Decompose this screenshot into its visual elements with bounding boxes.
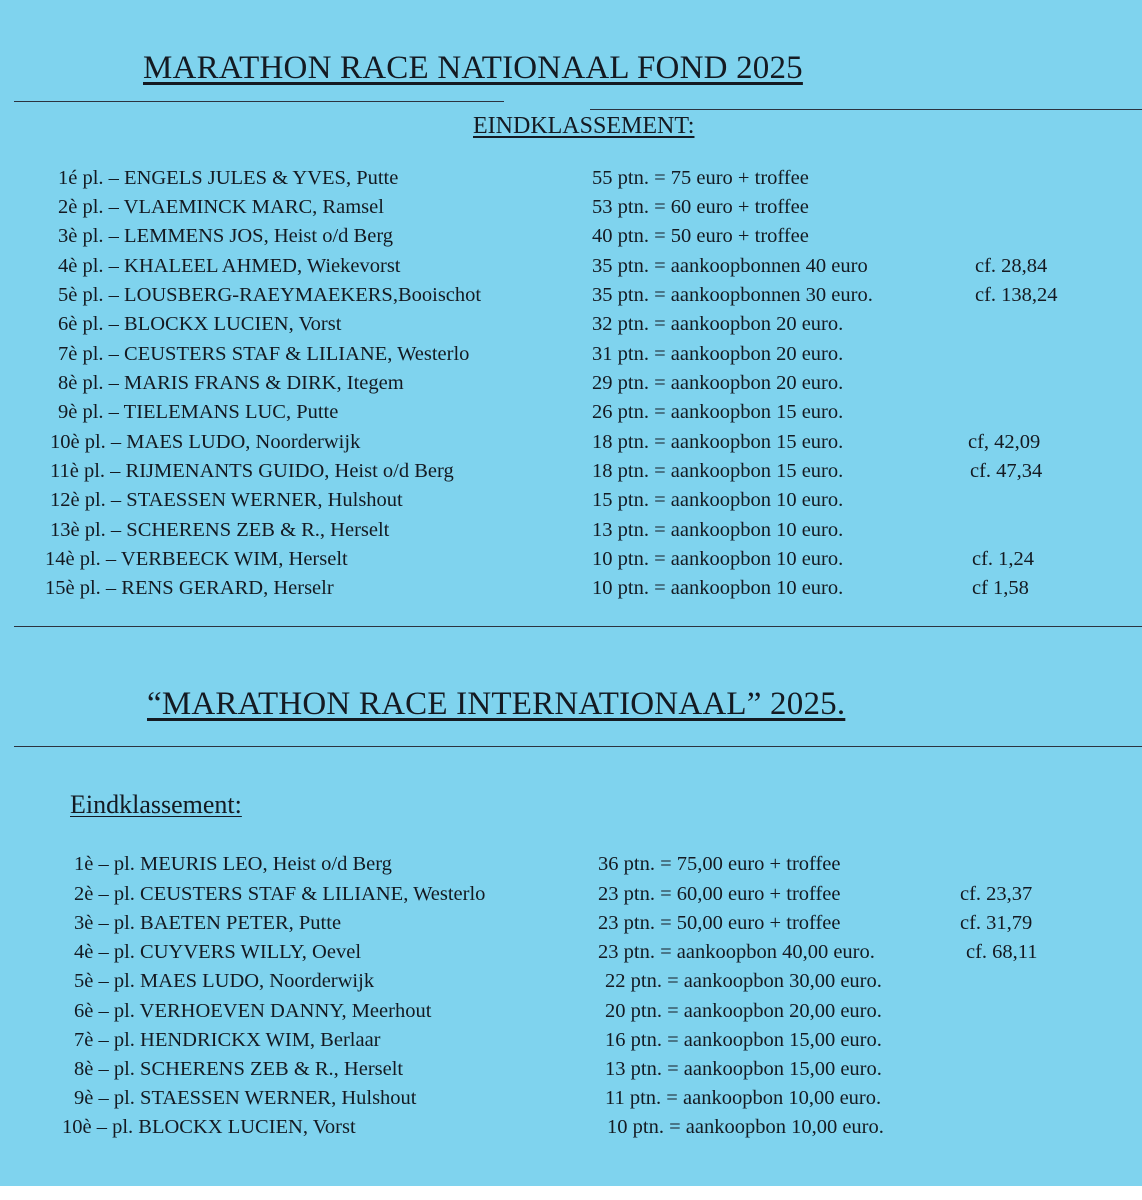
scan-bottom-edge [0, 1186, 1142, 1200]
ranking-row: 9è – pl. STAESSEN WERNER, Hulshout 11 pt… [0, 1087, 1142, 1116]
points-prize: 36 ptn. = 75,00 euro + troffee [598, 853, 841, 875]
points-prize: 13 ptn. = aankoopbon 15,00 euro. [605, 1058, 882, 1080]
place-name: 7è pl. – CEUSTERS STAF & LILIANE, Wester… [58, 343, 470, 365]
cf-value: cf. 23,37 [960, 883, 1033, 905]
place-name: 2è – pl. CEUSTERS STAF & LILIANE, Wester… [74, 883, 486, 905]
place-name: 10è – pl. BLOCKX LUCIEN, Vorst [62, 1116, 356, 1138]
ranking-row: 10è pl. – MAES LUDO, Noorderwijk 18 ptn.… [0, 431, 1142, 460]
ranking-row: 5è – pl. MAES LUDO, Noorderwijk 22 ptn. … [0, 970, 1142, 999]
points-prize: 20 ptn. = aankoopbon 20,00 euro. [605, 1000, 882, 1022]
ranking-row: 6è pl. – BLOCKX LUCIEN, Vorst 32 ptn. = … [0, 313, 1142, 342]
points-prize: 15 ptn. = aankoopbon 10 euro. [592, 489, 844, 511]
ranking-row: 15è pl. – RENS GERARD, Herselr 10 ptn. =… [0, 577, 1142, 606]
place-name: 11è pl. – RIJMENANTS GUIDO, Heist o/d Be… [50, 460, 454, 482]
points-prize: 32 ptn. = aankoopbon 20 euro. [592, 313, 844, 335]
section1-title: MARATHON RACE NATIONAAL FOND 2025 [143, 50, 803, 86]
cf-value: cf. 28,84 [975, 255, 1048, 277]
points-prize: 10 ptn. = aankoopbon 10 euro. [592, 577, 844, 599]
place-name: 12è pl. – STAESSEN WERNER, Hulshout [50, 489, 403, 511]
place-name: 1è – pl. MEURIS LEO, Heist o/d Berg [74, 853, 392, 875]
place-name: 13è pl. – SCHERENS ZEB & R., Herselt [50, 519, 390, 541]
points-prize: 16 ptn. = aankoopbon 15,00 euro. [605, 1029, 882, 1051]
points-prize: 23 ptn. = 60,00 euro + troffee [598, 883, 841, 905]
divider-line [14, 626, 1142, 627]
ranking-row: 6è – pl. VERHOEVEN DANNY, Meerhout 20 pt… [0, 1000, 1142, 1029]
cf-value: cf. 68,11 [966, 941, 1038, 963]
divider-line [590, 109, 1142, 110]
ranking-row: 1é pl. – ENGELS JULES & YVES, Putte 55 p… [0, 167, 1142, 196]
points-prize: 35 ptn. = aankoopbonnen 40 euro [592, 255, 868, 277]
points-prize: 10 ptn. = aankoopbon 10 euro. [592, 548, 844, 570]
ranking-row: 7è pl. – CEUSTERS STAF & LILIANE, Wester… [0, 343, 1142, 372]
ranking-row: 3è pl. – LEMMENS JOS, Heist o/d Berg 40 … [0, 225, 1142, 254]
place-name: 4è pl. – KHALEEL AHMED, Wiekevorst [58, 255, 401, 277]
points-prize: 22 ptn. = aankoopbon 30,00 euro. [605, 970, 882, 992]
ranking-row: 14è pl. – VERBEECK WIM, Herselt 10 ptn. … [0, 548, 1142, 577]
points-prize: 35 ptn. = aankoopbonnen 30 euro. [592, 284, 873, 306]
place-name: 5è pl. – LOUSBERG-RAEYMAEKERS,Booischot [58, 284, 482, 306]
points-prize: 40 ptn. = 50 euro + troffee [592, 225, 809, 247]
place-name: 7è – pl. HENDRICKX WIM, Berlaar [74, 1029, 381, 1051]
place-name: 9è – pl. STAESSEN WERNER, Hulshout [74, 1087, 417, 1109]
cf-value: cf. 31,79 [960, 912, 1033, 934]
ranking-row: 8è – pl. SCHERENS ZEB & R., Herselt 13 p… [0, 1058, 1142, 1087]
cf-value: cf. 1,24 [972, 548, 1035, 570]
section2-title: “MARATHON RACE INTERNATIONAAL” 2025. [147, 686, 846, 722]
ranking-row: 13è pl. – SCHERENS ZEB & R., Herselt 13 … [0, 519, 1142, 548]
ranking-row: 3è – pl. BAETEN PETER, Putte 23 ptn. = 5… [0, 912, 1142, 941]
points-prize: 23 ptn. = aankoopbon 40,00 euro. [598, 941, 875, 963]
ranking-row: 12è pl. – STAESSEN WERNER, Hulshout 15 p… [0, 489, 1142, 518]
ranking-row: 8è pl. – MARIS FRANS & DIRK, Itegem 29 p… [0, 372, 1142, 401]
points-prize: 55 ptn. = 75 euro + troffee [592, 167, 809, 189]
place-name: 9è pl. – TIELEMANS LUC, Putte [58, 401, 339, 423]
points-prize: 18 ptn. = aankoopbon 15 euro. [592, 460, 844, 482]
points-prize: 18 ptn. = aankoopbon 15 euro. [592, 431, 844, 453]
ranking-row: 2è – pl. CEUSTERS STAF & LILIANE, Wester… [0, 883, 1142, 912]
points-prize: 23 ptn. = 50,00 euro + troffee [598, 912, 841, 934]
ranking-row: 4è – pl. CUYVERS WILLY, Oevel 23 ptn. = … [0, 941, 1142, 970]
ranking-row: 2è pl. – VLAEMINCK MARC, Ramsel 53 ptn. … [0, 196, 1142, 225]
section2-subtitle: Eindklassement: [70, 790, 242, 819]
place-name: 14è pl. – VERBEECK WIM, Herselt [45, 548, 348, 570]
place-name: 3è – pl. BAETEN PETER, Putte [74, 912, 342, 934]
ranking-row: 11è pl. – RIJMENANTS GUIDO, Heist o/d Be… [0, 460, 1142, 489]
points-prize: 29 ptn. = aankoopbon 20 euro. [592, 372, 844, 394]
points-prize: 11 ptn. = aankoopbon 10,00 euro. [605, 1087, 882, 1109]
place-name: 1é pl. – ENGELS JULES & YVES, Putte [58, 167, 399, 189]
ranking-row: 10è – pl. BLOCKX LUCIEN, Vorst 10 ptn. =… [0, 1116, 1142, 1145]
cf-value: cf. 138,24 [975, 284, 1058, 306]
place-name: 6è pl. – BLOCKX LUCIEN, Vorst [58, 313, 342, 335]
place-name: 8è – pl. SCHERENS ZEB & R., Herselt [74, 1058, 404, 1080]
divider-line [14, 746, 1142, 747]
cf-value: cf. 47,34 [970, 460, 1043, 482]
cf-value: cf, 42,09 [968, 431, 1041, 453]
place-name: 5è – pl. MAES LUDO, Noorderwijk [74, 970, 375, 992]
place-name: 8è pl. – MARIS FRANS & DIRK, Itegem [58, 372, 404, 394]
ranking-row: 1è – pl. MEURIS LEO, Heist o/d Berg 36 p… [0, 853, 1142, 882]
place-name: 15è pl. – RENS GERARD, Herselr [45, 577, 334, 599]
place-name: 2è pl. – VLAEMINCK MARC, Ramsel [58, 196, 384, 218]
points-prize: 31 ptn. = aankoopbon 20 euro. [592, 343, 844, 365]
ranking-row: 5è pl. – LOUSBERG-RAEYMAEKERS,Booischot … [0, 284, 1142, 313]
section1-subtitle: EINDKLASSEMENT: [473, 113, 695, 139]
points-prize: 53 ptn. = 60 euro + troffee [592, 196, 809, 218]
place-name: 6è – pl. VERHOEVEN DANNY, Meerhout [74, 1000, 432, 1022]
place-name: 3è pl. – LEMMENS JOS, Heist o/d Berg [58, 225, 394, 247]
points-prize: 13 ptn. = aankoopbon 10 euro. [592, 519, 844, 541]
place-name: 4è – pl. CUYVERS WILLY, Oevel [74, 941, 362, 963]
ranking-row: 9è pl. – TIELEMANS LUC, Putte 26 ptn. = … [0, 401, 1142, 430]
divider-line [14, 101, 504, 102]
ranking-row: 7è – pl. HENDRICKX WIM, Berlaar 16 ptn. … [0, 1029, 1142, 1058]
points-prize: 10 ptn. = aankoopbon 10,00 euro. [607, 1116, 884, 1138]
cf-value: cf 1,58 [972, 577, 1029, 599]
ranking-row: 4è pl. – KHALEEL AHMED, Wiekevorst 35 pt… [0, 255, 1142, 284]
points-prize: 26 ptn. = aankoopbon 15 euro. [592, 401, 844, 423]
place-name: 10è pl. – MAES LUDO, Noorderwijk [50, 431, 361, 453]
